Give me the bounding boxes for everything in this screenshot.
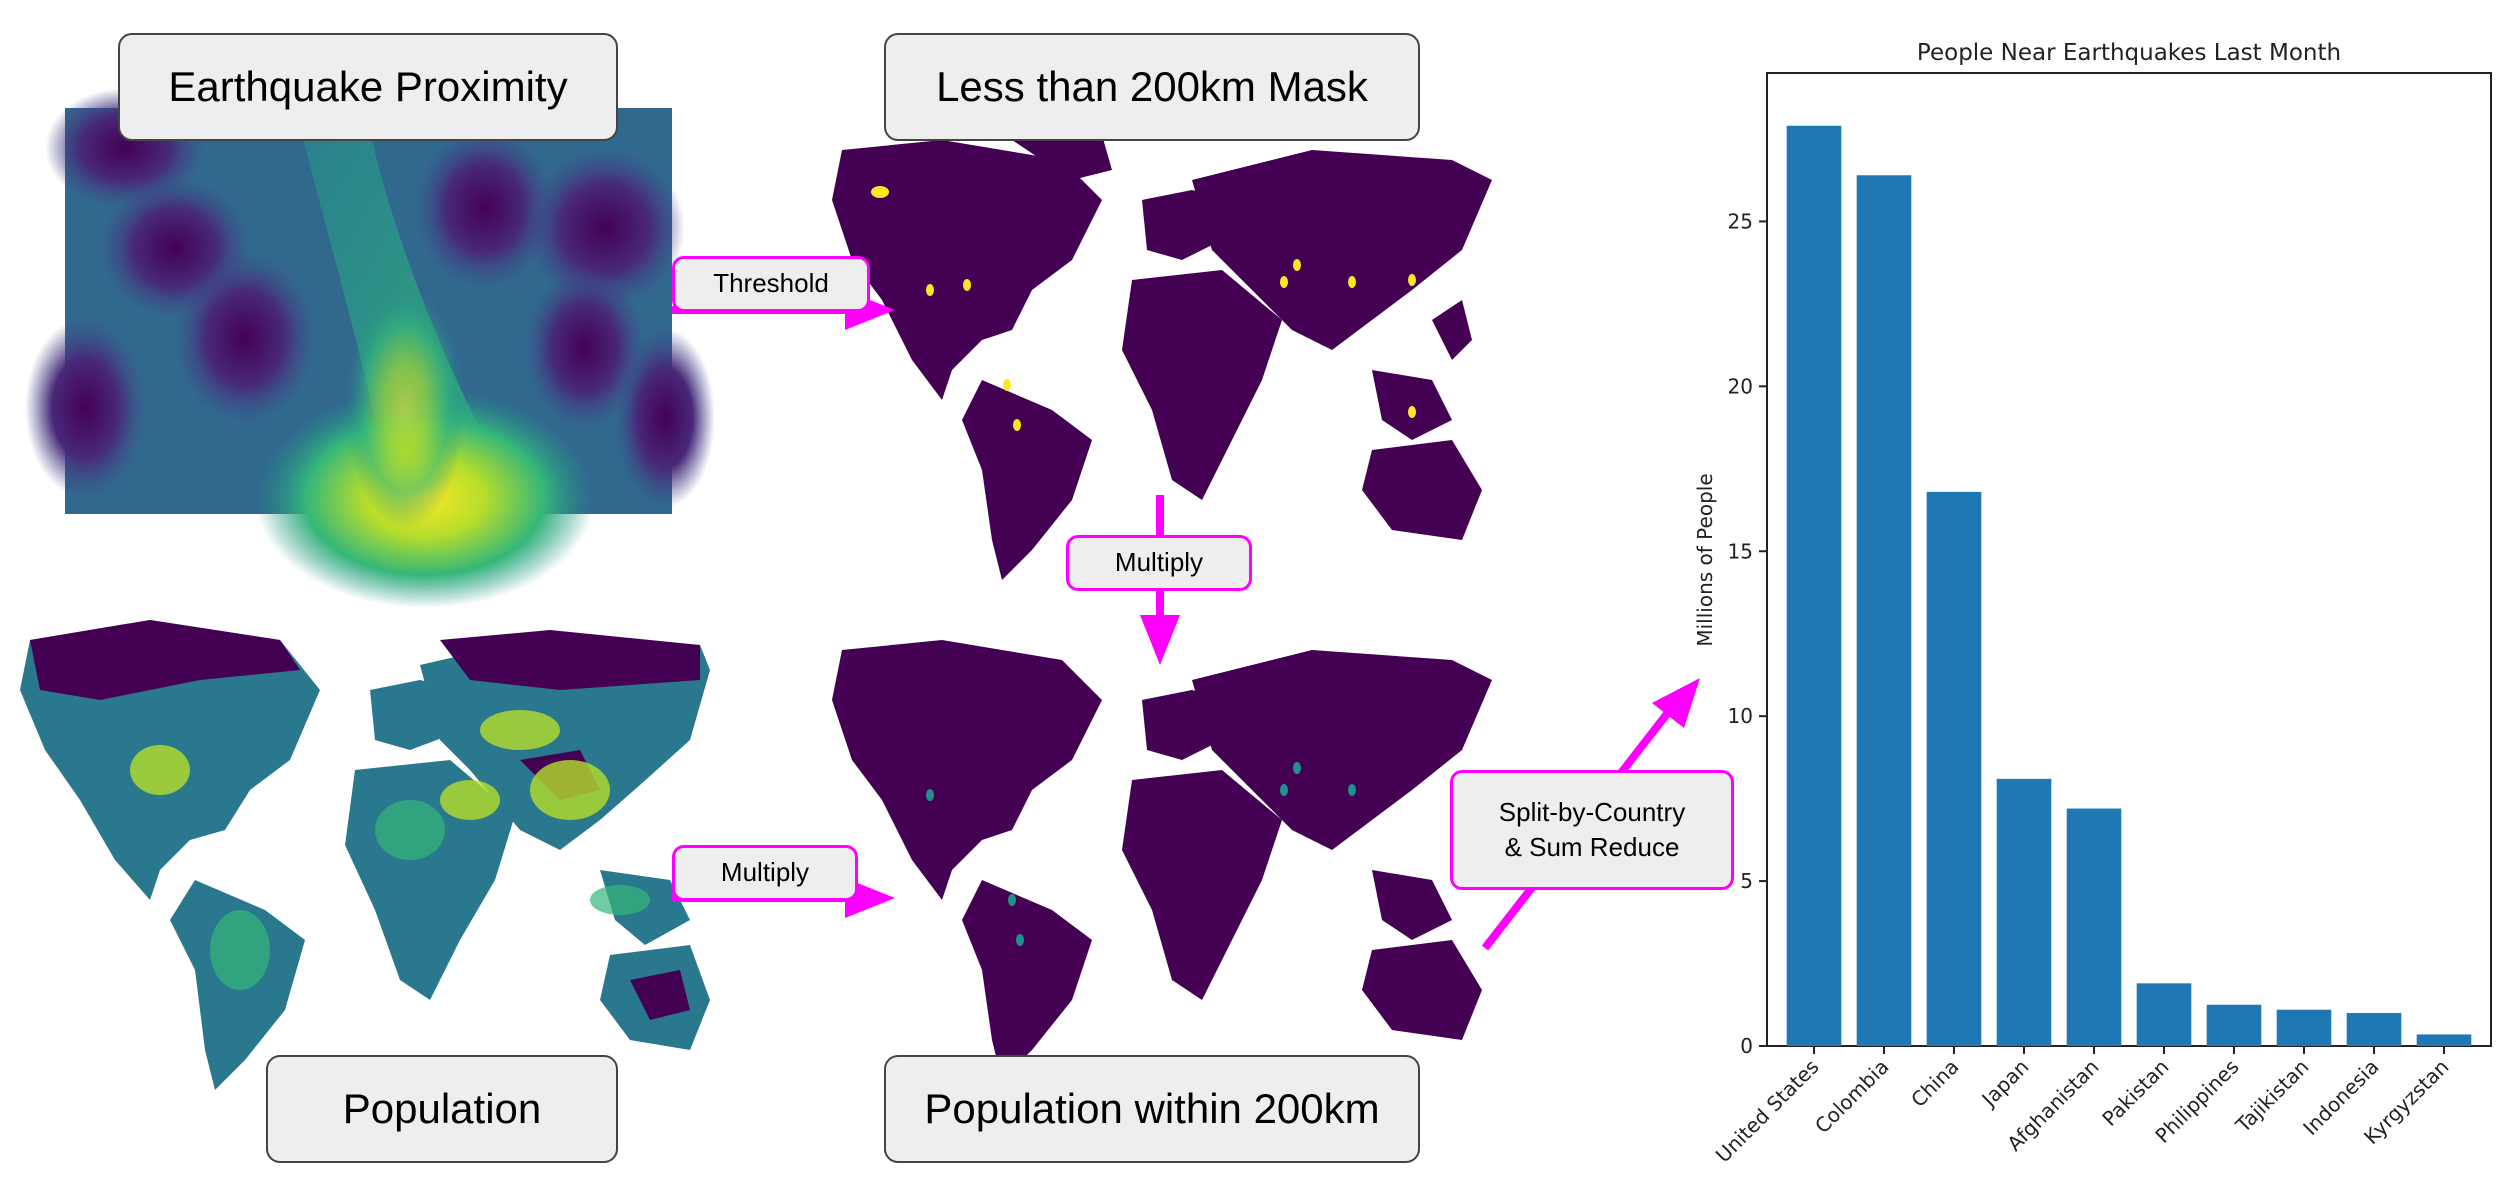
bar-japan xyxy=(1996,778,2052,1046)
split-reduce-line1: Split-by-Country xyxy=(1498,796,1686,827)
proximity-title: Earthquake Proximity xyxy=(118,33,618,141)
x-tick-label: Colombia xyxy=(1810,1055,1893,1138)
mask-map xyxy=(812,135,1492,580)
bar-colombia xyxy=(1856,175,1912,1047)
y-tick-label: 25 xyxy=(1728,209,1753,233)
x-tick-label: United States xyxy=(1711,1055,1824,1168)
proximity-heatmap-svg xyxy=(25,88,715,608)
multiply-horizontal-label: Multiply xyxy=(672,845,858,901)
bar-afghanistan xyxy=(2066,808,2122,1046)
y-tick-label: 0 xyxy=(1740,1034,1753,1058)
bar-tajikistan xyxy=(2276,1009,2332,1046)
bar-philippines xyxy=(2206,1004,2262,1046)
result-map-svg xyxy=(832,640,1492,1080)
bar-kyrgyzstan xyxy=(2416,1034,2472,1046)
population-title: Population xyxy=(266,1055,618,1163)
y-tick-label: 10 xyxy=(1728,704,1753,728)
chart-frame xyxy=(1766,72,2492,1047)
reduce-arrowhead-icon xyxy=(1652,678,1700,728)
y-tick-label: 20 xyxy=(1728,374,1753,398)
multiply-down-arrowhead-icon xyxy=(1140,615,1180,665)
proximity-heatmap xyxy=(25,88,715,608)
split-reduce-line2: & Sum Reduce xyxy=(1504,832,1680,862)
y-tick-label: 5 xyxy=(1740,869,1753,893)
population-map-svg xyxy=(20,620,710,1090)
threshold-label: Threshold xyxy=(672,256,870,312)
bar-china xyxy=(1926,491,1982,1046)
multiply-vertical-label: Multiply xyxy=(1066,535,1252,591)
result-title: Population within 200km xyxy=(884,1055,1420,1163)
bars-group xyxy=(1786,125,2472,1047)
chart-title: People Near Earthquakes Last Month xyxy=(1917,40,2341,66)
population-map xyxy=(0,620,710,1090)
bar-indonesia xyxy=(2346,1013,2402,1046)
x-tick-label: Japan xyxy=(1976,1055,2034,1113)
y-ticks-group: 0 5 10 15 20 25 xyxy=(1728,209,1767,1058)
chart-ylabel: Millions of People xyxy=(1693,473,1717,646)
split-reduce-label: Split-by-Country & Sum Reduce xyxy=(1450,770,1734,890)
mask-map-svg xyxy=(832,135,1492,580)
bar-pakistan xyxy=(2136,983,2192,1046)
bar-united-states xyxy=(1786,125,1842,1046)
x-tick-label: China xyxy=(1906,1055,1963,1112)
result-map xyxy=(812,640,1492,1080)
y-tick-label: 15 xyxy=(1728,539,1753,563)
mask-title: Less than 200km Mask xyxy=(884,33,1420,141)
